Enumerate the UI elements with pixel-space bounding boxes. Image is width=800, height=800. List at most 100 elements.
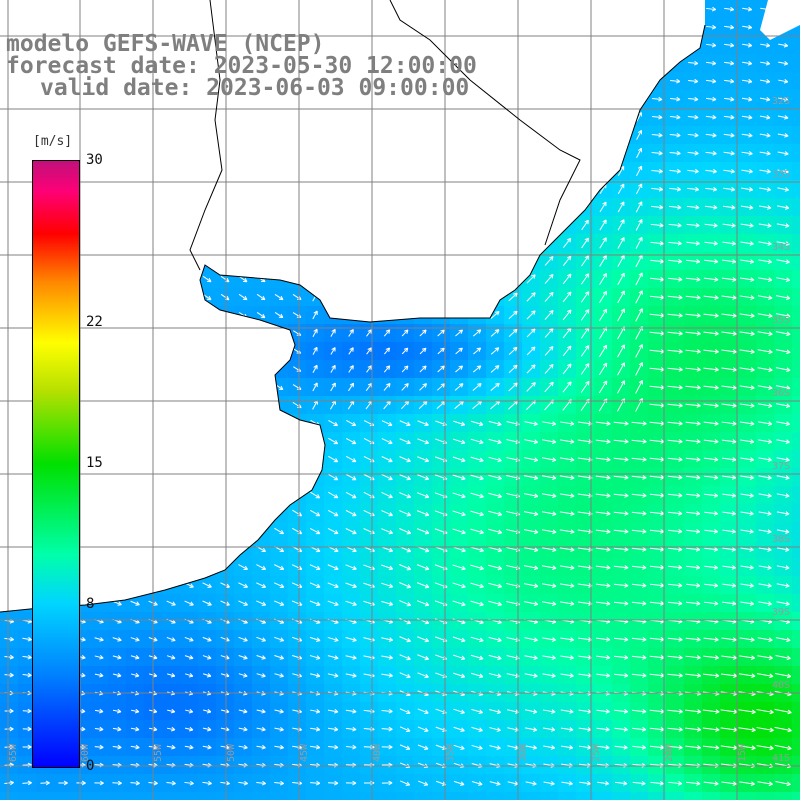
wind-arrow [706,6,717,12]
wind-arrow [544,273,554,284]
field-cell [792,270,800,288]
latitude-label: 41S [772,753,790,764]
wind-arrow [649,277,665,282]
wind-arrow [723,96,735,102]
field-cell [522,792,540,800]
wind-arrow [668,259,683,264]
wind-arrow [687,96,699,102]
wind-arrow [650,259,665,264]
wind-arrow [687,168,699,174]
field-cell [792,324,800,342]
wind-arrow [651,168,663,174]
wind-arrow [617,237,625,249]
wind-arrow [778,60,789,66]
field-cell [270,792,288,800]
wind-arrow [722,205,736,210]
wind-arrow [742,60,753,66]
field-cell [792,198,800,216]
field-cell [594,792,612,800]
field-cell [612,792,630,800]
longitude-label: 40W [372,743,383,762]
field-cell [792,216,800,234]
wind-arrow [777,187,789,192]
wind-arrow [760,78,771,84]
field-cell [792,720,800,738]
wind-arrow [760,42,771,48]
latitude-label: 33S [772,169,790,180]
wind-arrow [706,42,717,48]
wind-arrow [668,240,682,246]
field-cell [792,252,800,270]
wind-arrow [759,169,771,174]
wind-arrow [760,60,771,66]
field-cell [486,792,504,800]
wind-arrow [544,256,554,266]
wind-arrow [685,277,701,282]
field-cell [792,432,800,450]
wind-arrow [617,183,625,195]
wind-arrow [723,132,735,138]
wind-arrow [667,277,683,282]
wind-arrow [650,240,664,246]
wind-arrow [741,150,753,156]
wind-arrow [758,259,772,264]
wind-arrow [581,237,589,249]
wind-arrow [704,223,718,228]
field-cell [792,648,800,666]
wind-arrow [650,204,664,210]
field-cell [792,36,800,54]
field-cell [504,792,522,800]
wind-arrow [776,259,790,264]
wind-arrow [722,241,736,246]
land-area [760,0,800,40]
wind-arrow [635,183,643,195]
field-cell [234,792,252,800]
latitude-label: 36S [772,388,790,399]
wind-arrow [599,272,607,285]
wind-arrow [686,222,700,228]
wind-arrow [635,219,643,231]
wind-arrow [617,272,625,286]
field-cell [450,792,468,800]
latitude-label: 38S [772,534,790,545]
wind-arrow [741,96,753,102]
field-cell [288,792,306,800]
field-cell [792,108,800,126]
wind-arrow [758,223,772,228]
wind-arrow [723,186,736,192]
field-cell [792,360,800,378]
field-cell [792,90,800,108]
latitude-label: 34S [772,242,790,253]
field-cell [792,702,800,720]
wind-arrow [777,97,789,102]
wind-arrow [651,96,663,102]
wind-arrow [669,150,681,156]
wind-arrow [759,133,771,138]
field-cell [792,378,800,396]
colorbar-tick-label: 22 [86,313,103,330]
field-cell [306,792,324,800]
wind-arrow [740,259,755,264]
field-cell [360,792,378,800]
wind-arrow [722,259,737,264]
field-cell [792,522,800,540]
wind-arrow [599,219,607,231]
field-cell [540,792,558,800]
field-cell [792,126,800,144]
wind-arrow [759,96,771,102]
field-cell [792,504,800,522]
latitude-label: 39S [772,607,790,618]
wind-arrow [636,129,642,140]
wind-arrow [688,78,699,84]
wind-arrow [777,133,789,138]
field-cell [414,792,432,800]
wind-arrow [723,150,735,156]
field-cell [792,288,800,306]
wind-arrow [669,168,681,174]
wind-arrow [635,201,643,213]
field-cell [792,54,800,72]
wind-arrow [581,255,590,267]
field-cell [792,792,800,800]
wind-arrow [778,42,789,48]
